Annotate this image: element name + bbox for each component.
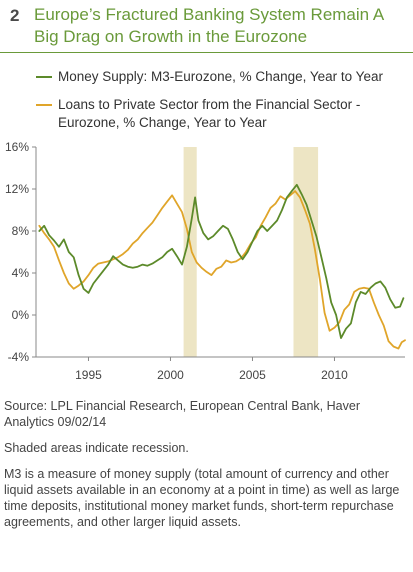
- axes: -4% 0% 4% 8% 12% 16% 1995 2000 2005 2010: [5, 140, 405, 382]
- legend-swatch-m3: [36, 76, 52, 78]
- series-line-loans: [38, 190, 406, 350]
- x-tick-label: 2010: [321, 368, 348, 382]
- legend-item-loans: Loans to Private Sector from the Financi…: [36, 96, 406, 132]
- recession-band-1: [183, 147, 197, 357]
- recession-band-2: [293, 147, 319, 357]
- figure-header: 2 Europe’s Fractured Banking System Rema…: [0, 0, 413, 54]
- recession-bands: [183, 147, 319, 357]
- y-tick-label: -4%: [8, 350, 30, 364]
- y-tick-label: 12%: [5, 182, 29, 196]
- y-tick-label: 4%: [12, 266, 30, 280]
- source-note: Source: LPL Financial Research, European…: [4, 399, 360, 429]
- x-tick-label: 2000: [157, 368, 184, 382]
- m3-definition-note: M3 is a measure of money supply (total a…: [4, 467, 400, 529]
- legend-item-m3: Money Supply: M3-Eurozone, % Change, Yea…: [36, 68, 406, 86]
- recession-note: Shaded areas indicate recession.: [4, 441, 189, 455]
- series-lines: [38, 183, 406, 350]
- figure-title: Europe’s Fractured Banking System Remain…: [34, 5, 384, 46]
- y-tick-label: 16%: [5, 140, 29, 154]
- series-line-m3: [38, 183, 405, 340]
- y-tick-label: 8%: [12, 224, 30, 238]
- title-divider: [0, 52, 413, 53]
- y-tick-label: 0%: [12, 308, 30, 322]
- legend-label-m3: Money Supply: M3-Eurozone, % Change, Yea…: [58, 69, 383, 84]
- legend-label-loans: Loans to Private Sector from the Financi…: [58, 97, 361, 130]
- line-chart: -4% 0% 4% 8% 12% 16% 1995 2000 2005 2010: [5, 140, 406, 382]
- x-tick-label: 2005: [239, 368, 266, 382]
- figure-number: 2: [10, 6, 20, 25]
- x-tick-label: 1995: [75, 368, 102, 382]
- legend-swatch-loans: [36, 104, 52, 106]
- chart-legend: Money Supply: M3-Eurozone, % Change, Yea…: [36, 68, 406, 142]
- chart-notes: Source: LPL Financial Research, European…: [4, 398, 410, 530]
